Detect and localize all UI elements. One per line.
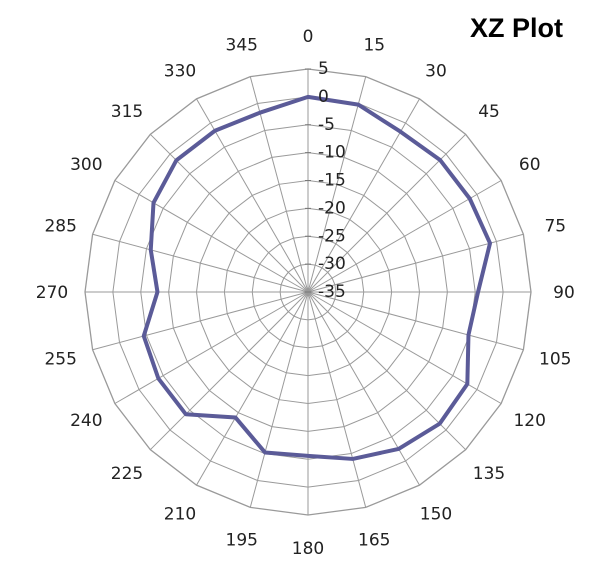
angle-tick-label: 330 [164, 61, 196, 81]
angle-tick-label: 30 [425, 61, 447, 81]
angle-tick-label: 135 [473, 464, 505, 484]
grid-spoke [196, 98, 309, 293]
series-line [141, 94, 493, 461]
angle-tick-label: 60 [519, 155, 541, 175]
angle-tick-label: 225 [111, 464, 143, 484]
radial-tick-label: 5 [318, 59, 329, 79]
grid-spoke [249, 76, 309, 293]
angle-tick-label: 180 [292, 539, 324, 559]
angle-tick-label: 150 [420, 505, 452, 525]
grid-spoke [114, 180, 309, 293]
grid-spoke [92, 291, 309, 351]
angle-tick-label: 105 [539, 349, 571, 369]
angle-tick-label: 120 [513, 411, 545, 431]
grid-spoke [307, 291, 420, 486]
radial-spokes [85, 68, 531, 515]
radial-tick-label: -10 [318, 143, 346, 163]
angle-tick-label: 315 [111, 102, 143, 122]
angle-tick-label: 90 [553, 283, 575, 303]
grid-spoke [307, 291, 467, 451]
radial-tick-label: 0 [318, 87, 329, 107]
angle-tick-label: 0 [303, 27, 314, 47]
grid-spoke [307, 291, 524, 351]
angle-tick-label: 210 [164, 505, 196, 525]
grid-spoke [307, 76, 367, 293]
radial-tick-label: -5 [318, 115, 335, 135]
grid-spoke [92, 233, 309, 293]
angle-tick-label: 45 [478, 102, 500, 122]
angle-tick-label: 300 [70, 155, 102, 175]
radial-tick-labels: 5 0 -5 -10 -15 -20 -25 -30 -35 [318, 59, 346, 302]
angle-tick-label: 240 [70, 411, 102, 431]
series-layer [141, 94, 493, 461]
grid-spoke [307, 233, 524, 293]
grid-spoke [114, 291, 309, 404]
grid-spoke [307, 291, 367, 508]
radial-tick-label: -35 [318, 282, 346, 302]
radial-tick-label: -25 [318, 226, 346, 246]
angle-tick-label: 195 [226, 530, 258, 550]
grid-spoke [149, 291, 309, 451]
grid-spoke [307, 291, 502, 404]
angle-tick-label: 75 [544, 217, 566, 237]
radial-tick-label: -30 [318, 254, 346, 274]
angle-tick-label: 255 [44, 349, 76, 369]
grid-spoke [249, 291, 309, 508]
angle-tick-labels: 0 15 30 45 60 75 90 105 120 135 150 165 180 195 210 225… [36, 27, 575, 559]
angle-tick-label: 15 [363, 36, 385, 56]
angle-tick-label: 165 [358, 530, 390, 550]
chart-title: XZ Plot [470, 13, 563, 43]
radial-tick-label: -15 [318, 171, 346, 191]
radial-tick-label: -20 [318, 198, 346, 218]
grid-spoke [149, 133, 309, 293]
angle-tick-label: 285 [44, 217, 76, 237]
angle-tick-label: 345 [226, 36, 258, 56]
grid-spoke [196, 291, 309, 486]
angle-tick-label: 270 [36, 283, 68, 303]
